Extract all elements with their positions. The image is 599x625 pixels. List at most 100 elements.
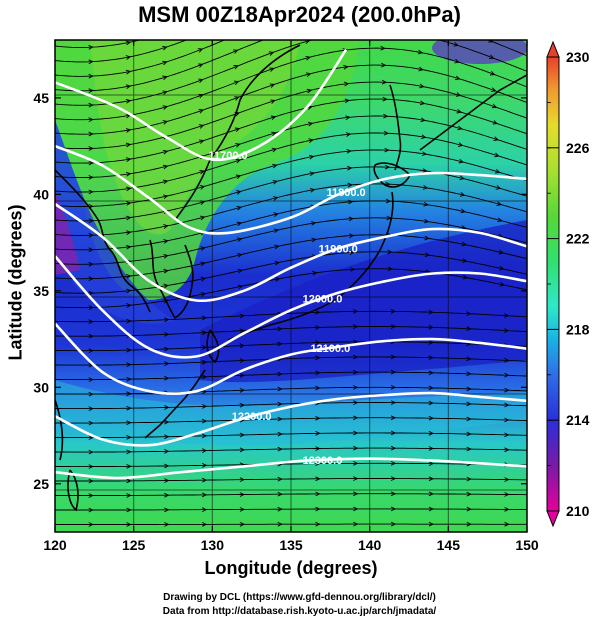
- contour-line: [55, 144, 527, 235]
- streamline-arrow: [309, 187, 316, 193]
- streamline-arrow: [201, 359, 208, 365]
- streamline-arrow: [125, 128, 132, 133]
- streamline-arrow: [88, 522, 94, 527]
- streamline-arrow: [270, 115, 277, 121]
- streamline-arrow: [88, 348, 94, 354]
- streamline-arrow: [126, 420, 132, 426]
- streamline-arrow: [126, 244, 132, 250]
- streamline-arrow: [200, 215, 206, 221]
- streamline-arrow: [459, 175, 465, 181]
- streamline-arrow: [164, 375, 170, 381]
- streamline-arrow: [504, 432, 510, 438]
- streamline-arrow: [163, 283, 169, 289]
- streamline-arrow: [418, 66, 424, 72]
- streamline-arrow: [239, 387, 245, 393]
- streamline-arrow: [420, 117, 426, 123]
- streamline-arrow: [88, 493, 94, 498]
- streamline-arrow: [234, 96, 240, 101]
- streamline-arrow: [201, 448, 208, 454]
- streamline-arrow: [88, 449, 94, 455]
- streamline-arrow: [380, 29, 384, 33]
- streamline-arrow: [352, 324, 359, 330]
- contour-label: 12300.0: [303, 455, 343, 467]
- streamline-arrow: [126, 303, 132, 308]
- streamline-arrow: [269, 83, 276, 88]
- streamline-arrow: [274, 244, 280, 250]
- streamline-arrow: [201, 462, 208, 468]
- streamline-arrow: [201, 315, 208, 321]
- streamline: [55, 64, 527, 135]
- streamline-arrow: [390, 369, 397, 375]
- streamline-arrow: [353, 445, 359, 451]
- streamline-arrow: [315, 370, 321, 376]
- streamline-arrow: [164, 522, 170, 527]
- streamline-arrow: [234, 127, 241, 133]
- streamline-arrow: [236, 190, 242, 195]
- streamline-arrow: [462, 258, 468, 263]
- streamline-arrow: [201, 433, 208, 439]
- streamline-arrow: [239, 328, 245, 334]
- streamline-arrow: [163, 224, 169, 229]
- streamline-arrow: [423, 218, 430, 224]
- streamline-arrow: [270, 99, 276, 105]
- streamline-arrow: [390, 476, 397, 481]
- streamline-arrow: [421, 151, 428, 156]
- streamline-arrow: [163, 179, 169, 185]
- streamline-arrow: [454, 58, 460, 64]
- streamline: [55, 462, 527, 468]
- streamline-arrow: [126, 391, 132, 397]
- streamline-arrow: [163, 268, 169, 274]
- x-tick-label: 130: [201, 537, 225, 553]
- streamline-arrow: [460, 208, 467, 214]
- streamline-arrow: [390, 506, 397, 512]
- streamline-arrow: [239, 477, 246, 483]
- streamline-arrow: [277, 476, 283, 482]
- streamline-arrow: [352, 339, 359, 345]
- streamline-arrow: [390, 430, 397, 436]
- contour-line: [55, 322, 527, 396]
- streamline-arrow: [163, 253, 169, 259]
- streamline-arrow: [348, 216, 354, 222]
- contour-label: 11800.0: [326, 187, 365, 199]
- streamline-arrow: [353, 415, 359, 421]
- streamline-arrow: [88, 146, 94, 151]
- streamline-arrow: [504, 357, 510, 363]
- streamline-arrow: [164, 346, 170, 352]
- streamline-arrow: [88, 377, 94, 383]
- streamline-arrow: [268, 20, 273, 24]
- coastline-honshu: [227, 191, 394, 341]
- streamline-arrow: [164, 405, 170, 410]
- streamline-arrow: [198, 93, 204, 99]
- streamline-arrow: [164, 419, 170, 425]
- streamline: [55, 310, 527, 323]
- streamline-arrow: [201, 345, 208, 350]
- streamline-arrow: [521, 20, 526, 24]
- streamline-arrow: [390, 400, 397, 405]
- streamline-arrow: [268, 51, 275, 56]
- streamline-arrow: [466, 431, 472, 437]
- streamline-arrow: [342, 32, 346, 36]
- streamline-arrow: [390, 445, 397, 451]
- streamline-arrow: [274, 260, 281, 266]
- streamline-arrow: [199, 185, 206, 190]
- streamline-arrow: [466, 386, 472, 392]
- coastline-ryukyu: [144, 369, 206, 439]
- streamline-arrow: [239, 521, 246, 527]
- height-contours: 11700.0 11800.0 11900.0 12000.0 12100.0 12200…: [55, 48, 527, 480]
- streamline-arrow: [428, 521, 435, 527]
- streamline-arrow: [390, 415, 397, 421]
- streamline-arrow: [235, 158, 242, 164]
- streamline-arrow: [162, 149, 169, 155]
- streamline-arrow: [504, 492, 510, 497]
- streamline-arrow: [381, 62, 387, 68]
- streamline-arrow: [305, 55, 311, 61]
- streamline-arrow: [304, 24, 308, 28]
- streamline-arrow: [88, 73, 94, 79]
- streamline-arrow: [237, 284, 244, 290]
- streamline-arrow: [520, 4, 525, 8]
- streamline-arrow: [125, 55, 132, 60]
- streamline-arrow: [232, 19, 237, 23]
- streamline-arrow: [126, 478, 132, 484]
- streamline-arrow: [390, 491, 397, 497]
- streamline-arrow: [88, 247, 94, 253]
